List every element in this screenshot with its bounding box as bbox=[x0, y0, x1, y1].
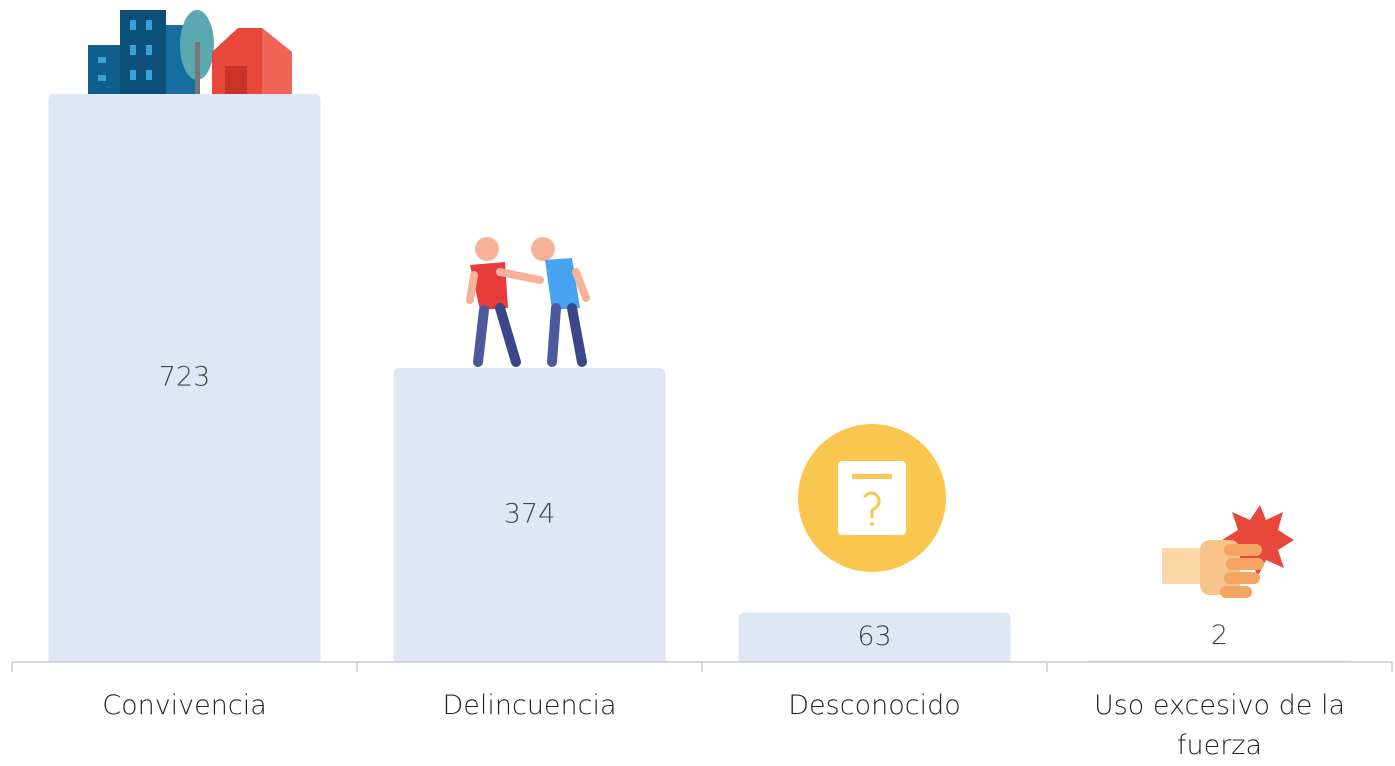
unknown-icon bbox=[798, 424, 946, 572]
category-label: Desconocido bbox=[715, 686, 1035, 726]
bars bbox=[49, 94, 1356, 666]
page: {"chart_data": {"type": "bar", "categori… bbox=[0, 0, 1395, 761]
city-icon bbox=[88, 10, 292, 94]
fight-icon bbox=[470, 237, 586, 362]
category-label: Convivencia bbox=[25, 686, 345, 726]
value-label: 2 bbox=[1211, 620, 1228, 651]
category-label: Uso excesivo de la fuerza bbox=[1060, 686, 1380, 766]
value-label: 374 bbox=[504, 499, 556, 530]
category-label: Delincuencia bbox=[370, 686, 690, 726]
value-label: 723 bbox=[159, 362, 211, 393]
chart: 723 374 63 2 bbox=[0, 0, 1395, 761]
fist-icon bbox=[1162, 505, 1294, 598]
value-label: 63 bbox=[857, 621, 891, 652]
